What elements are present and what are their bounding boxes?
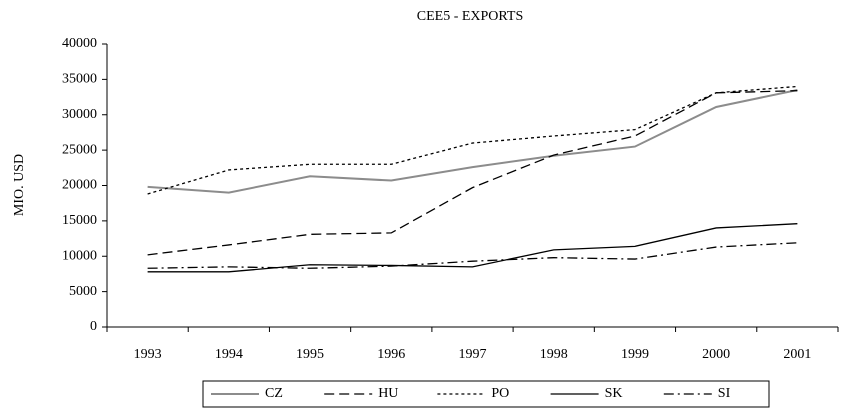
series-line <box>147 90 798 256</box>
y-tick-label: 25000 <box>62 142 97 157</box>
x-tick-label: 1997 <box>459 347 487 362</box>
y-tick-label: 0 <box>90 319 97 334</box>
x-tick-label: 2000 <box>702 347 730 362</box>
x-tick-label: 1998 <box>540 347 568 362</box>
chart-title: CEE5 - EXPORTS <box>417 9 524 24</box>
legend-box <box>202 380 770 408</box>
series-line <box>147 223 798 273</box>
series-line <box>147 89 798 194</box>
legend-label: PO <box>491 386 509 401</box>
y-tick-label: 30000 <box>62 107 97 122</box>
legend-label: CZ <box>265 386 283 401</box>
x-tick-label: 1993 <box>134 347 162 362</box>
legend-label: SK <box>605 386 623 401</box>
y-axis-label: MIO. USD <box>12 154 27 216</box>
y-tick-label: 10000 <box>62 248 97 263</box>
y-tick-label: 35000 <box>62 72 97 87</box>
x-tick-label: 1995 <box>296 347 324 362</box>
x-tick-label: 2001 <box>783 347 811 362</box>
y-tick-label: 40000 <box>62 36 97 51</box>
legend-label: HU <box>378 386 398 401</box>
x-tick-label: 1996 <box>377 347 405 362</box>
y-tick-label: 5000 <box>69 284 97 299</box>
y-tick-label: 15000 <box>62 213 97 228</box>
legend-label: SI <box>718 386 731 401</box>
series-line <box>147 242 798 269</box>
x-tick-label: 1994 <box>215 347 243 362</box>
series-line <box>147 85 798 195</box>
y-tick-label: 20000 <box>62 178 97 193</box>
x-tick-label: 1999 <box>621 347 649 362</box>
